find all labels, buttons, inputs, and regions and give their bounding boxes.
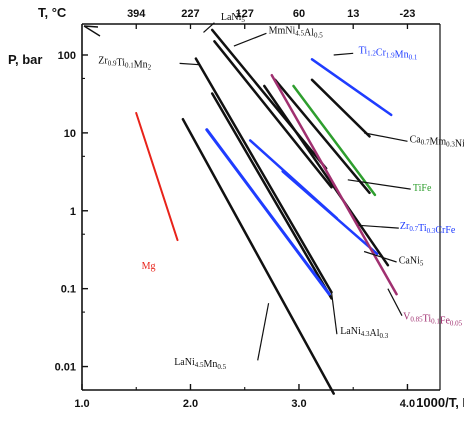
series-label-tife: TiFe — [413, 183, 432, 194]
x-tick-label: 3.0 — [291, 398, 306, 410]
series-line-tife — [292, 84, 377, 197]
series-line-mmni4-5al0-5 — [213, 40, 333, 189]
series-line-zr0-9ti0-1mn2 — [194, 57, 333, 294]
series-line-lani4-5mn0-5 — [181, 117, 335, 395]
series-line-cani5 — [263, 84, 390, 267]
series-label-zr0-9ti0-1mn2: Zr0.9Ti0.1Mn2 — [98, 55, 151, 71]
y-tick-label: 10 — [64, 128, 76, 140]
series-leader-line — [203, 22, 215, 33]
series-leader-line — [363, 250, 397, 263]
series-line-tife-black — [273, 78, 371, 195]
y-tick-label: 1 — [70, 206, 76, 218]
series-line-lani5 — [210, 28, 328, 170]
series-line-mg — [135, 112, 179, 242]
series-line-v0-85ti0-1fe0-05 — [270, 73, 398, 296]
series-label-cani5: CaNi5 — [399, 256, 424, 268]
series-label-zr0-7ti0-3crfe: Zr0.7Ti0.3CrFe — [400, 221, 456, 236]
y-tick-label: 100 — [58, 50, 76, 62]
y-tick-label: 0.1 — [61, 284, 76, 296]
top-tick-label: 227 — [181, 8, 199, 20]
x-tick-label: 4.0 — [400, 398, 415, 410]
series-label-lani4-3al0-3: LaNi4.3Al0.3 — [340, 326, 389, 340]
y-tick-label: 0.01 — [55, 362, 76, 374]
series-line-lani5-blue — [205, 128, 331, 296]
series-leader-line — [330, 292, 338, 335]
series-line-lani4-3al0-3 — [210, 92, 333, 300]
corner-arrow — [83, 25, 101, 37]
series-label-mg: Mg — [142, 261, 156, 272]
series-leader-line — [333, 52, 354, 56]
series-leader-line — [179, 62, 200, 66]
series-leader-line — [233, 32, 267, 47]
series-leader-line — [358, 224, 399, 229]
x-tick-label: 2.0 — [183, 398, 198, 410]
series-leader-line — [347, 179, 411, 190]
series-label-lani4-5mn0-5: LaNi4.5Mn0.5 — [174, 357, 226, 371]
series-leader-line — [363, 132, 408, 142]
chart-series-labels: Mg LaNi5 MmNi4.5Al0.5 Zr0.9Ti0.1Mn2 LaNi4.5M… — [98, 12, 464, 371]
x-tick-label: 1.0 — [74, 398, 89, 410]
top-tick-label: 13 — [347, 8, 359, 20]
series-line-ca0-7mm0-3ni5 — [310, 78, 371, 138]
series-label-ti1-2cr1-9mn0-1: Ti1.2Cr1.9Mn0.1 — [359, 45, 418, 61]
y-axis-title: P, bar — [8, 52, 42, 67]
chart-series — [135, 28, 398, 395]
top-tick-label: 60 — [293, 8, 305, 20]
top-axis-title: T, °C — [38, 5, 67, 20]
top-tick-label: 394 — [127, 8, 146, 20]
series-line-ti1-2cr1-9mn0-1 — [310, 58, 393, 117]
series-label-v0-85ti0-1fe0-05: V0.85Ti0.1Fe0.05 — [403, 312, 463, 328]
top-tick-label: 127 — [236, 8, 254, 20]
series-label-ca0-7mm0-3ni5: Ca0.7Mm0.3Ni5 — [410, 135, 464, 151]
series-line-zr-blue — [248, 139, 339, 220]
series-leader-line — [257, 303, 270, 361]
x-axis-title: 1000/T, K — [416, 395, 464, 410]
series-label-mmni4-5al0-5: MmNi4.5Al0.5 — [269, 25, 324, 39]
top-tick-label: -23 — [400, 8, 416, 20]
chart-ticks: 1.0 2.0 3.0 4.0 100 10 1 0.1 0.01 394 227 127 60 13 -2… — [55, 8, 416, 410]
series-leader-line — [387, 288, 403, 316]
chart-axes — [81, 23, 441, 391]
series-label-lani5: LaNi5 — [221, 12, 246, 24]
